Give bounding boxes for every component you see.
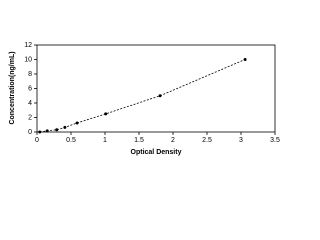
plot-frame: [36, 44, 276, 133]
x-axis-title: Optical Density: [131, 149, 182, 156]
x-tick-label: 3: [239, 137, 243, 144]
y-tick-label: 8: [28, 71, 32, 78]
x-tick-label: 2.5: [202, 137, 212, 144]
point: [55, 128, 59, 132]
point: [104, 112, 108, 116]
x-tick-label: 0.5: [66, 137, 76, 144]
point: [158, 94, 162, 98]
point: [243, 58, 247, 61]
x-tick-label: 2: [171, 137, 175, 144]
x-tick-label: 1: [103, 137, 107, 144]
point: [63, 125, 67, 129]
y-tick-label: 0: [28, 129, 32, 136]
point: [38, 130, 42, 134]
chart: Optical Density Concentration(ng/mL) 0 2 4…: [9, 42, 280, 156]
page: Optical Density Concentration(ng/mL) 0 2 4…: [8, 41, 280, 156]
x-tick-label: 1.5: [134, 137, 144, 144]
x-tick-label: 3.5: [270, 137, 280, 144]
point: [45, 129, 49, 133]
y-axis-title: Concentration(ng/mL): [9, 51, 16, 124]
y-tick-label: 2: [28, 114, 32, 121]
point: [75, 121, 79, 125]
x-tick-label: 0: [35, 137, 39, 144]
y-tick-label: 10: [24, 56, 32, 63]
curve-line: [39, 59, 246, 133]
y-tick-label: 4: [28, 100, 32, 107]
y-tick-label: 6: [28, 85, 32, 92]
y-tick-label: 12: [24, 42, 32, 49]
